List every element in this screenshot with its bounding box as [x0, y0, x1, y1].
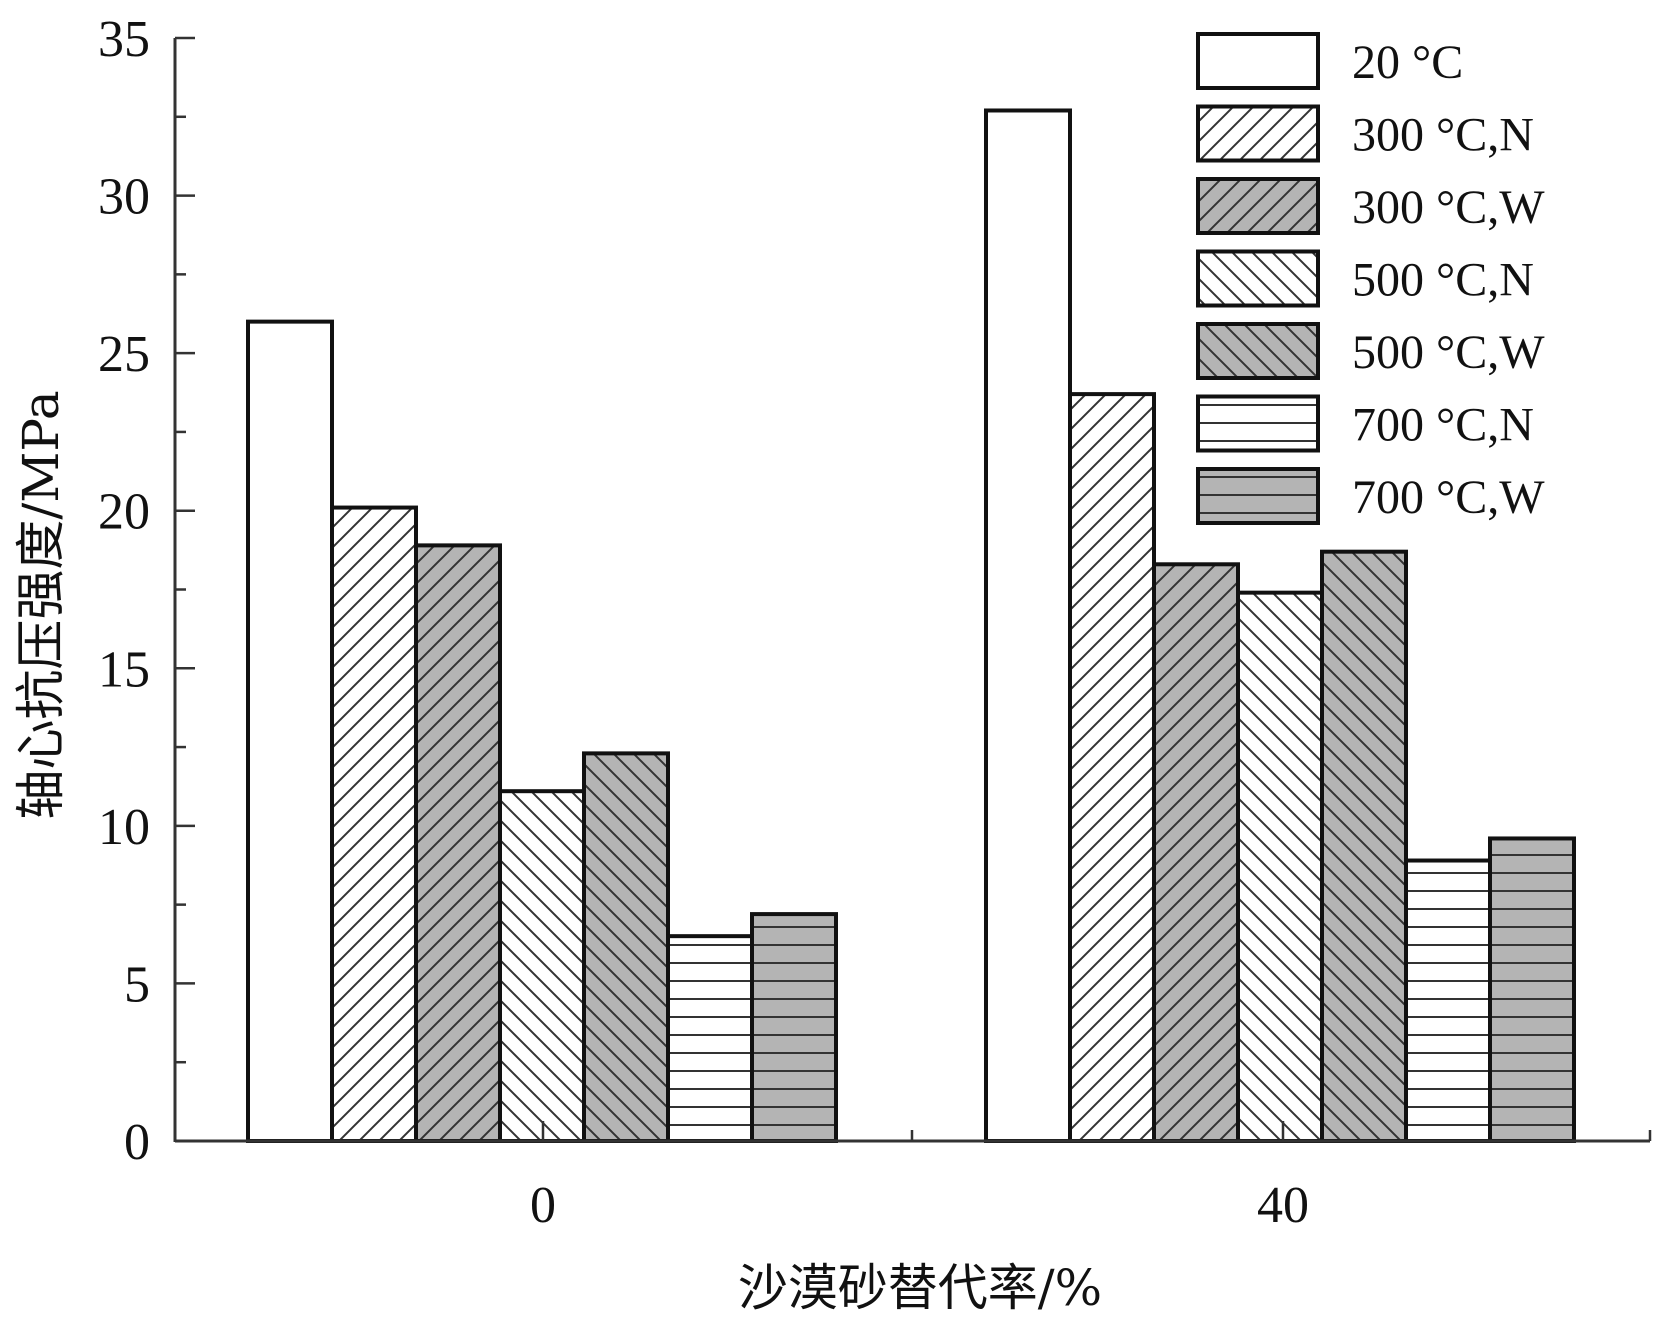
y-tick-label: 10 [98, 799, 150, 856]
legend-swatch [1196, 249, 1320, 308]
bar-40-500-C-W [1320, 549, 1408, 1143]
bar-40-300-C-W [1152, 562, 1240, 1143]
legend-swatch [1196, 177, 1320, 235]
y-tick-label: 5 [124, 956, 150, 1013]
x-axis-title: 沙漠砂替代率/% [738, 1259, 1102, 1317]
x-tick-label: 0 [530, 1177, 556, 1234]
bar-0-500-C-W [582, 751, 670, 1143]
x-tick-label: 40 [1257, 1177, 1309, 1234]
y-tick-label: 15 [98, 641, 150, 698]
bar-0-300-C-N [330, 505, 418, 1143]
y-tick-label: 35 [98, 11, 150, 68]
y-tick-label: 20 [98, 484, 150, 541]
y-tick-label: 30 [98, 169, 150, 226]
bar-0-700-C-W [750, 912, 838, 1144]
bar-40-700-C-N [1404, 858, 1492, 1143]
y-axis-title: 轴心抗压强度/MPa [12, 390, 70, 819]
bar-40-500-C-N [1236, 590, 1324, 1143]
bar-40-300-C-N [1068, 392, 1156, 1143]
legend-swatch [1196, 394, 1320, 453]
bar-0-500-C-N [498, 789, 586, 1143]
legend-swatch [1196, 322, 1320, 380]
legend-swatch [1196, 32, 1320, 90]
legend-label: 700 °C,N [1352, 399, 1534, 452]
axes-layer: 0 5 10 15 20 25 30 35 0 40 [98, 11, 1652, 1234]
bar-40-700-C-W [1488, 836, 1576, 1143]
bars-layer [246, 108, 1576, 1144]
bar-0-700-C-N [666, 934, 754, 1144]
y-tick-label: 25 [98, 326, 150, 383]
legend-label: 500 °C,N [1352, 254, 1534, 307]
legend-label: 300 °C,W [1352, 181, 1545, 234]
legend-swatch [1196, 467, 1320, 525]
bar-40-20-C [984, 108, 1072, 1143]
legend-label: 700 °C,W [1352, 471, 1545, 524]
legend: 20 °C 300 °C,N 300 °C,W 500 °C,N 500 °C,W 700… [1196, 32, 1545, 525]
legend-swatch [1196, 104, 1320, 163]
legend-label: 500 °C,W [1352, 326, 1545, 379]
bar-0-300-C-W [414, 543, 502, 1143]
legend-label: 20 °C [1352, 36, 1463, 89]
bar-0-20-C [246, 319, 334, 1143]
y-tick-label: 0 [124, 1114, 150, 1171]
legend-label: 300 °C,N [1352, 109, 1534, 162]
